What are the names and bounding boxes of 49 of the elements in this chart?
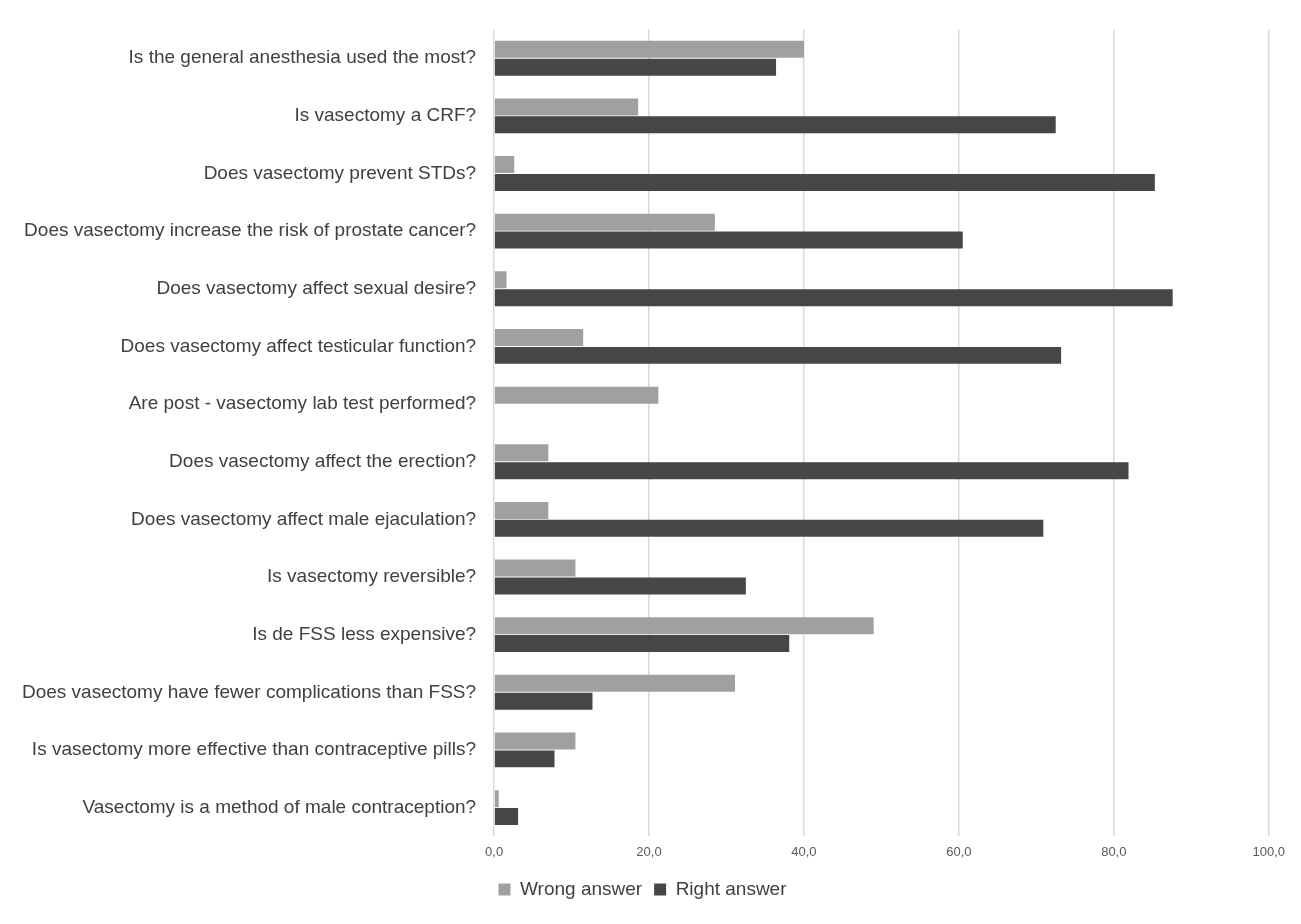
bar (494, 98, 639, 116)
y-tick-label: Are post - vasectomy lab test performed? (128, 392, 477, 414)
x-tick-label: 40,0 (791, 843, 817, 859)
y-tick-label: Does vasectomy affect testicular function? (120, 334, 477, 356)
y-tick-label: Vasectomy is a method of male contraception? (82, 795, 477, 817)
bar (494, 790, 499, 808)
bar (494, 674, 736, 692)
bar (494, 732, 576, 750)
bar (494, 462, 1129, 480)
bar (494, 213, 715, 231)
legend-label: Right answer (675, 877, 788, 899)
y-tick-label: Is the general anesthesia used the most? (128, 46, 477, 68)
bar (494, 289, 1173, 307)
y-tick-label: Is vasectomy a CRF? (294, 104, 477, 126)
bar (494, 750, 555, 768)
bar (494, 346, 1062, 364)
bar (494, 444, 549, 462)
y-tick-label: Does vasectomy prevent STDs? (203, 161, 477, 183)
y-tick-label: Does vasectomy increase the risk of prostate cancer? (24, 219, 477, 241)
bar (494, 808, 519, 825)
bar (494, 40, 804, 58)
bar (494, 559, 576, 577)
bar (494, 577, 746, 595)
y-tick-label: Is vasectomy more effective than contraceptive pills? (31, 738, 477, 760)
bar (494, 519, 1044, 537)
bar (494, 501, 549, 519)
y-tick-label: Is vasectomy reversible? (267, 565, 477, 587)
bar (494, 692, 593, 710)
bar (494, 386, 659, 404)
x-tick-label: 20,0 (636, 843, 662, 859)
y-tick-label: Does vasectomy affect male ejaculation? (131, 507, 477, 529)
y-tick-label: Does vasectomy have fewer complications than FSS? (21, 680, 477, 702)
legend-label: Wrong answer (519, 877, 643, 899)
y-tick-label: Does vasectomy affect sexual desire? (156, 277, 477, 299)
bar (494, 231, 963, 249)
x-tick-label: 100,0 (1252, 843, 1286, 859)
bar (494, 617, 874, 635)
bar (494, 58, 777, 76)
bar (494, 156, 515, 174)
bar (494, 635, 790, 653)
y-tick-label: Does vasectomy affect the erection? (169, 449, 477, 471)
bar (494, 116, 1056, 134)
bar (494, 271, 507, 289)
bar (494, 173, 1155, 191)
x-tick-label: 0,0 (485, 843, 504, 859)
bar (494, 329, 584, 346)
x-tick-label: 60,0 (946, 843, 972, 859)
y-tick-label: Is de FSS less expensive? (252, 622, 477, 644)
x-tick-label: 80,0 (1101, 843, 1127, 859)
